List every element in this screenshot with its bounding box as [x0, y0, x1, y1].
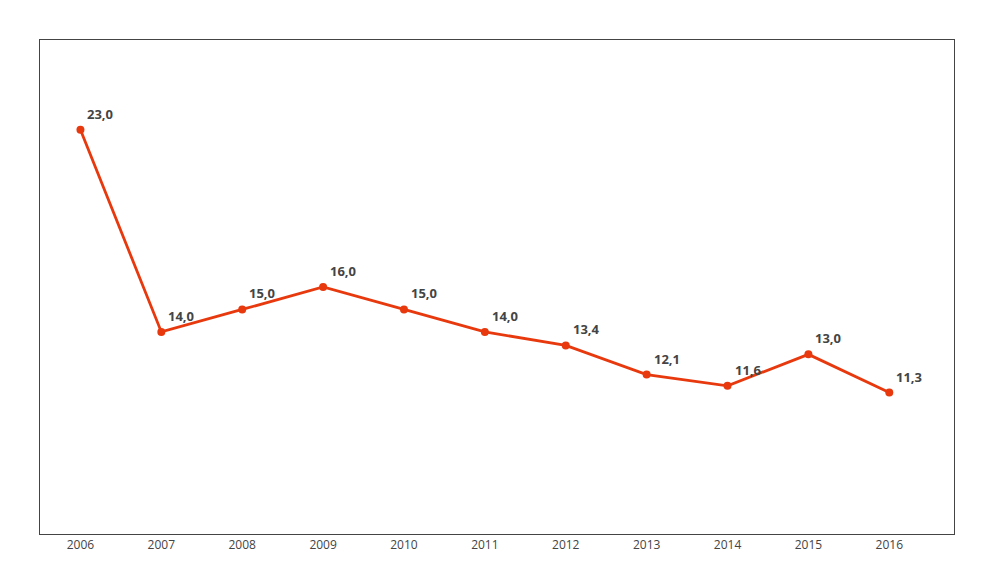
svg-text:14,0: 14,0: [492, 307, 518, 325]
svg-text:2010: 2010: [390, 536, 418, 553]
svg-text:12,1: 12,1: [654, 350, 680, 368]
svg-text:13,0: 13,0: [815, 329, 841, 347]
svg-text:2012: 2012: [552, 536, 580, 553]
svg-text:15,0: 15,0: [411, 284, 437, 302]
svg-text:15,0: 15,0: [249, 284, 275, 302]
svg-text:11,6: 11,6: [735, 361, 762, 379]
svg-text:14,0: 14,0: [168, 307, 194, 325]
svg-text:2006: 2006: [67, 536, 95, 553]
svg-text:2011: 2011: [471, 536, 498, 553]
svg-text:13,4: 13,4: [573, 320, 600, 338]
svg-text:2013: 2013: [633, 536, 661, 553]
svg-text:23,0: 23,0: [87, 105, 113, 123]
svg-text:16,0: 16,0: [330, 262, 356, 280]
svg-text:2007: 2007: [148, 536, 176, 553]
svg-text:2014: 2014: [714, 536, 742, 553]
svg-text:2016: 2016: [876, 536, 904, 553]
svg-text:2008: 2008: [228, 536, 256, 553]
svg-text:2009: 2009: [309, 536, 337, 553]
svg-text:2015: 2015: [795, 536, 823, 553]
svg-text:11,3: 11,3: [896, 368, 922, 386]
